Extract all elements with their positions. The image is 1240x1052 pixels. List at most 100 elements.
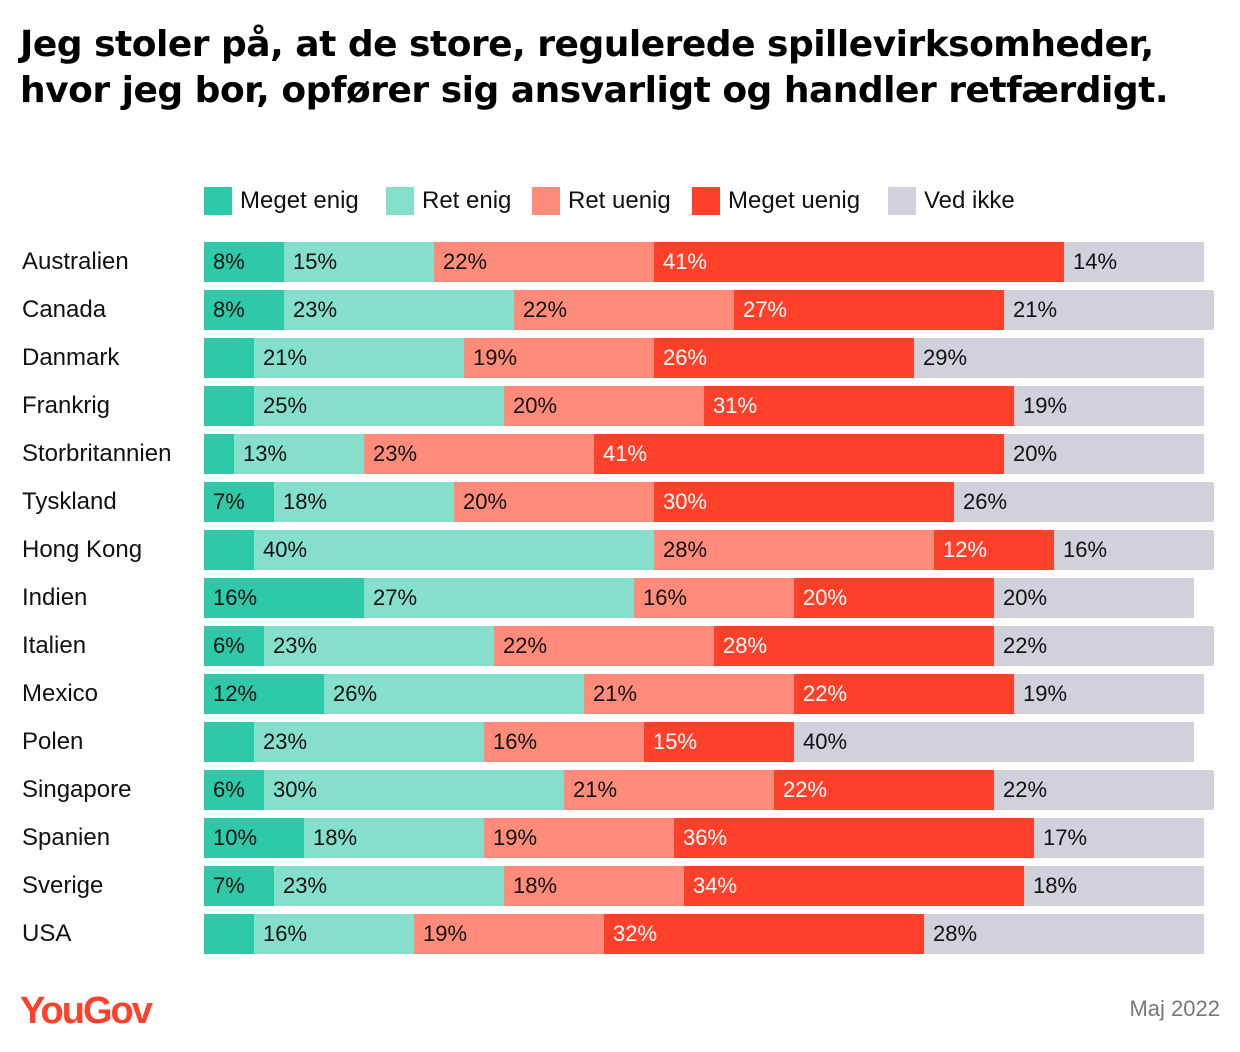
bar-segment: 18% (504, 866, 684, 906)
bar-segment: 6% (204, 626, 264, 666)
bar-segment (204, 914, 254, 954)
bar-row: Spanien 10% 18% 19% 36% 17% (0, 818, 1240, 858)
bar-segment (204, 530, 254, 570)
bar-segment: 18% (274, 482, 454, 522)
bar-segment (204, 434, 234, 474)
bar-segment: 16% (204, 578, 364, 618)
legend-swatch (692, 187, 720, 215)
category-label: Polen (22, 728, 84, 755)
bar-row: Singapore 6% 30% 21% 22% 22% (0, 770, 1240, 810)
bar-segment: 28% (714, 626, 994, 666)
bar-segment: 16% (254, 914, 414, 954)
category-label: Italien (22, 632, 87, 659)
bar-segment: 20% (504, 386, 704, 426)
category-label: Australien (22, 248, 129, 275)
bar-segment: 21% (584, 674, 794, 714)
legend-item: Ret enig (386, 184, 511, 218)
bar-row: USA 16% 19% 32% 28% (0, 914, 1240, 954)
bar-segment: 23% (254, 722, 484, 762)
category-label: Tyskland (22, 488, 117, 515)
bar-segment (204, 722, 254, 762)
bar-segment: 22% (774, 770, 994, 810)
bar-segment: 26% (954, 482, 1214, 522)
legend-item: Meget enig (204, 184, 359, 218)
bar-segment: 16% (484, 722, 644, 762)
bar-segment: 14% (1064, 242, 1204, 282)
bar-segment: 19% (1014, 386, 1204, 426)
bar-row: Frankrig 25% 20% 31% 19% (0, 386, 1240, 426)
bar-segment: 26% (324, 674, 584, 714)
bar-row: Tyskland 7% 18% 20% 30% 26% (0, 482, 1240, 522)
bar-segment: 30% (654, 482, 954, 522)
bar-segment: 20% (794, 578, 994, 618)
bar-segment: 20% (454, 482, 654, 522)
category-label: Spanien (22, 824, 111, 851)
bar-segment: 22% (494, 626, 714, 666)
category-label: Storbritannien (22, 440, 172, 467)
bar-segment: 18% (1024, 866, 1204, 906)
bar-segment: 19% (464, 338, 654, 378)
bar-segment: 15% (644, 722, 794, 762)
bar-segment: 26% (654, 338, 914, 378)
bar-row: Indien 16% 27% 16% 20% 20% (0, 578, 1240, 618)
bar-row: Hong Kong 40% 28% 12% 16% (0, 530, 1240, 570)
category-label: Hong Kong (22, 536, 143, 563)
bar-segment: 8% (204, 242, 284, 282)
legend-swatch (888, 187, 916, 215)
legend-item: Ved ikke (888, 184, 1015, 218)
category-label: Danmark (22, 344, 120, 371)
bar-segment: 19% (1014, 674, 1204, 714)
bar-segment: 6% (204, 770, 264, 810)
bar-segment: 15% (284, 242, 434, 282)
bar-segment: 19% (414, 914, 604, 954)
legend-label: Ret enig (422, 187, 512, 214)
bar-segment: 22% (514, 290, 734, 330)
bar-segment: 22% (794, 674, 1014, 714)
bar-segment: 40% (794, 722, 1194, 762)
bar-row: Mexico 12% 26% 21% 22% 19% (0, 674, 1240, 714)
bar-row: Canada 8% 23% 22% 27% 21% (0, 290, 1240, 330)
category-label: Canada (22, 296, 107, 323)
chart-title: Jeg stoler på, at de store, regulerede s… (20, 24, 1169, 111)
legend-swatch (386, 187, 414, 215)
bar-segment: 8% (204, 290, 284, 330)
bar-segment: 21% (564, 770, 774, 810)
category-label: Frankrig (22, 392, 111, 419)
legend-label: Meget uenig (728, 187, 861, 214)
legend-item: Meget uenig (692, 184, 860, 218)
bar-segment: 22% (434, 242, 654, 282)
bar-segment: 19% (484, 818, 674, 858)
bar-segment (204, 338, 254, 378)
bar-segment: 23% (264, 626, 494, 666)
bar-row: Sverige 7% 23% 18% 34% 18% (0, 866, 1240, 906)
bar-row: Italien 6% 23% 22% 28% 22% (0, 626, 1240, 666)
bar-segment: 21% (1004, 290, 1214, 330)
legend-swatch (204, 187, 232, 215)
bar-segment: 27% (364, 578, 634, 618)
category-label: Mexico (22, 680, 99, 707)
bar-segment: 7% (204, 866, 274, 906)
category-label: USA (22, 920, 72, 947)
bar-segment: 16% (1054, 530, 1214, 570)
legend-label: Ret uenig (568, 187, 671, 214)
bar-segment: 23% (274, 866, 504, 906)
bar-segment: 20% (994, 578, 1194, 618)
bar-segment: 7% (204, 482, 274, 522)
bar-segment: 25% (254, 386, 504, 426)
bar-segment: 28% (654, 530, 934, 570)
bar-segment: 23% (364, 434, 594, 474)
bar-segment: 21% (254, 338, 464, 378)
bar-segment: 40% (254, 530, 654, 570)
bar-segment: 28% (924, 914, 1204, 954)
bar-segment: 13% (234, 434, 364, 474)
bar-segment: 29% (914, 338, 1204, 378)
bar-segment: 23% (284, 290, 514, 330)
category-label: Sverige (22, 872, 104, 899)
bar-segment: 36% (674, 818, 1034, 858)
bar-segment: 34% (684, 866, 1024, 906)
publication-date: Maj 2022 (1129, 996, 1220, 1021)
bar-segment: 17% (1034, 818, 1204, 858)
bar-segment: 32% (604, 914, 924, 954)
bar-segment: 41% (654, 242, 1064, 282)
legend-label: Ved ikke (924, 187, 1015, 214)
